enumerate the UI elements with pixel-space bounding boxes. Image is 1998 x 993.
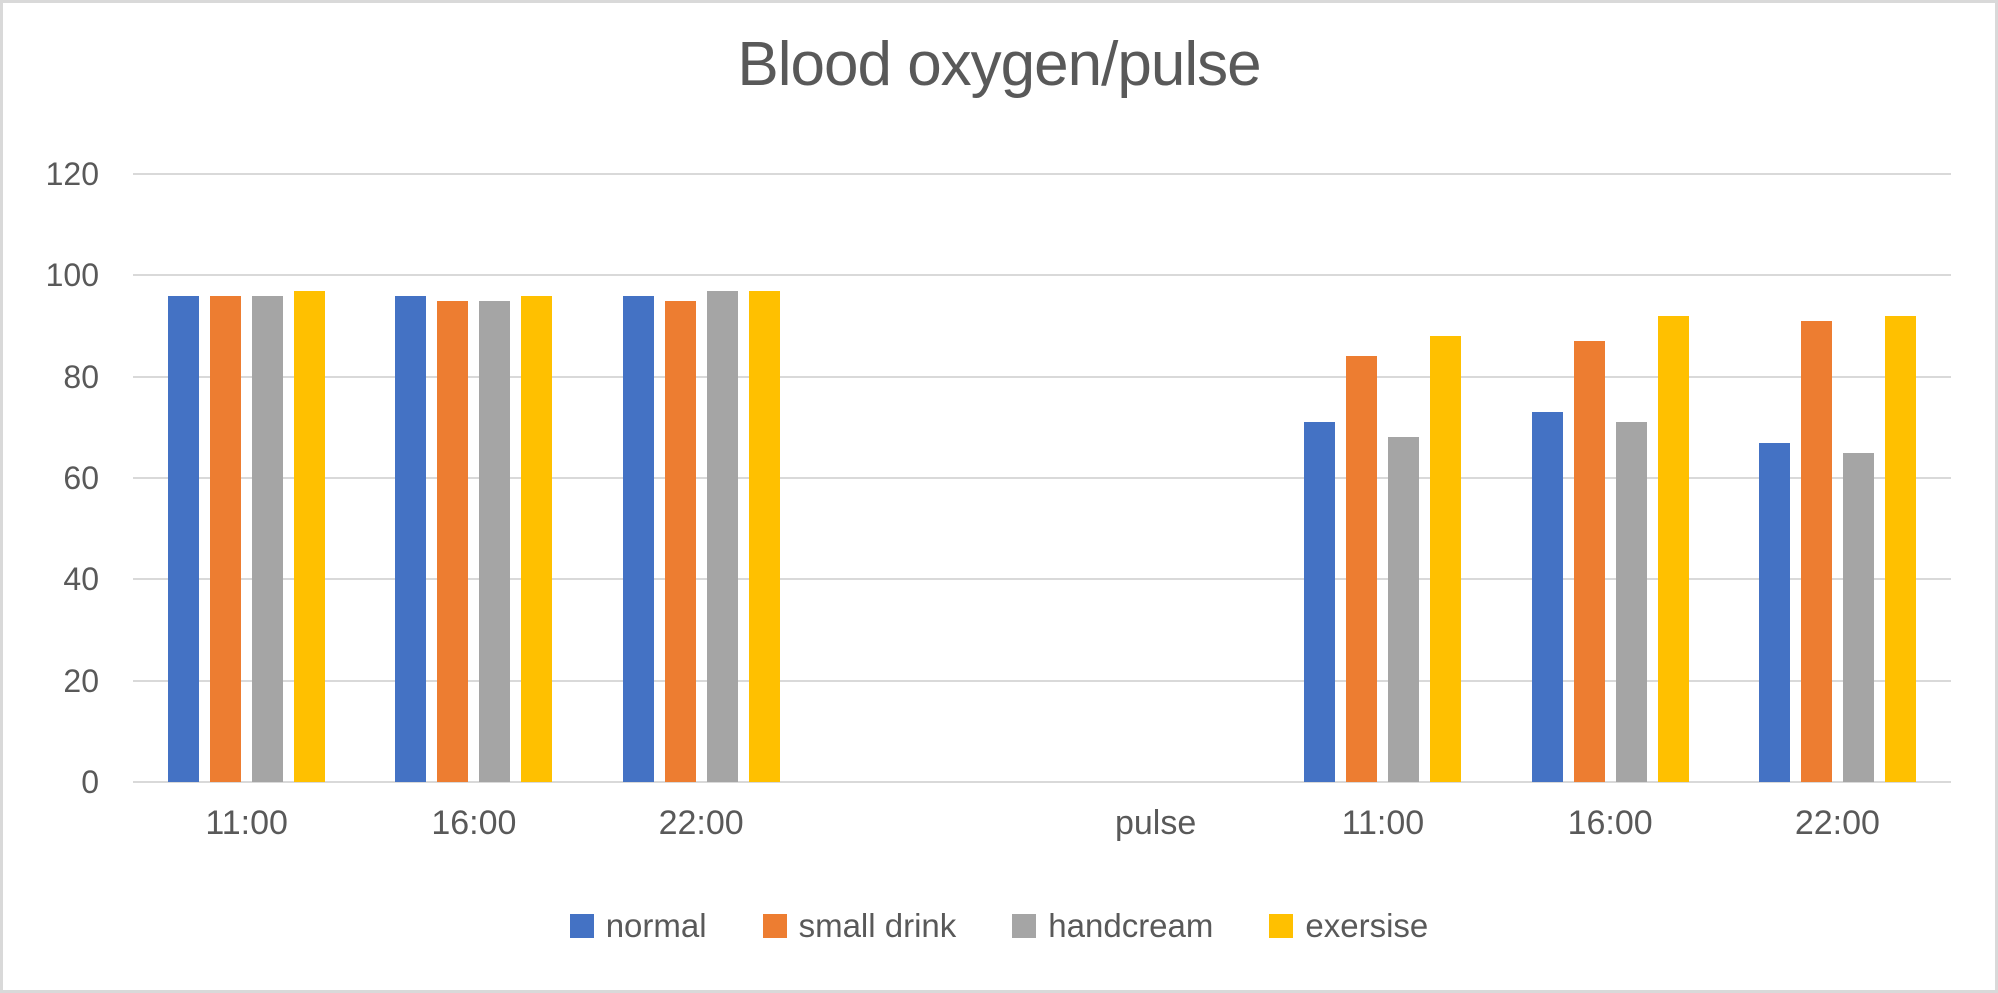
bar-exersise-5 xyxy=(1430,336,1462,782)
gridline-80 xyxy=(133,375,1951,378)
legend-swatch-icon xyxy=(1012,914,1037,938)
y-axis-labels: 0 20 40 60 80 100 120 xyxy=(3,157,99,799)
bar-small-drink-2 xyxy=(664,300,696,782)
bar-group-2200-7 xyxy=(1724,174,1951,782)
y-tick-label-40: 40 xyxy=(63,561,99,598)
bar-handcream-2 xyxy=(706,290,738,782)
gridline-120 xyxy=(133,173,1951,175)
bar-group-empty-3 xyxy=(815,174,1042,782)
bar-exersise-0 xyxy=(294,290,326,782)
bar-normal-2 xyxy=(622,295,654,782)
bar-group-1600-1 xyxy=(360,174,587,782)
legend: normal small drink handcream exersise xyxy=(3,906,1995,946)
bar-normal-6 xyxy=(1531,412,1563,782)
bar-exersise-7 xyxy=(1884,315,1916,782)
legend-label: small drink xyxy=(798,907,957,944)
bar-small-drink-0 xyxy=(210,295,242,782)
bar-handcream-5 xyxy=(1388,437,1420,782)
gridline-0 xyxy=(133,781,1951,783)
gridline-60 xyxy=(133,477,1951,479)
bar-group-pulse-4 xyxy=(1042,174,1269,782)
x-tick-label-1600-1: 16:00 xyxy=(431,804,517,842)
bar-small-drink-7 xyxy=(1800,320,1832,782)
bar-handcream-1 xyxy=(479,300,511,782)
plot-area xyxy=(133,173,1951,783)
bar-group-2200-2 xyxy=(588,174,815,782)
bar-handcream-0 xyxy=(252,295,284,782)
x-tick-label-1100-5: 11:00 xyxy=(1341,804,1425,842)
bar-groups xyxy=(133,174,1951,782)
x-tick-label-1600-6: 16:00 xyxy=(1567,804,1653,842)
bar-small-drink-1 xyxy=(437,300,469,782)
chart-title: Blood oxygen/pulse xyxy=(737,30,1261,99)
y-tick-label-20: 20 xyxy=(63,662,99,699)
x-tick-label-1100-0: 11:00 xyxy=(205,804,288,842)
bar-normal-7 xyxy=(1758,442,1790,782)
legend-swatch-icon xyxy=(1269,914,1294,938)
x-tick-label-empty-3 xyxy=(815,803,1042,843)
bar-exersise-6 xyxy=(1657,315,1689,782)
bar-group-1100-5 xyxy=(1269,174,1496,782)
gridline-40 xyxy=(133,578,1951,581)
bar-normal-5 xyxy=(1304,422,1336,782)
bar-normal-1 xyxy=(395,295,427,782)
y-tick-label-0: 0 xyxy=(81,764,99,800)
bar-normal-0 xyxy=(168,295,200,782)
legend-swatch-icon xyxy=(762,914,787,938)
bar-group-1600-6 xyxy=(1497,174,1724,782)
x-tick-label-2200-7: 22:00 xyxy=(1794,804,1880,842)
bar-small-drink-6 xyxy=(1573,341,1605,782)
gridline-100 xyxy=(133,274,1951,277)
bar-handcream-6 xyxy=(1615,422,1647,782)
bar-group-1100-0 xyxy=(133,174,360,782)
legend-item-small-drink: small drink xyxy=(762,906,957,946)
legend-item-handcream: handcream xyxy=(1012,906,1213,946)
legend-label: normal xyxy=(605,907,707,944)
gridline-20 xyxy=(133,679,1951,682)
legend-label: exersise xyxy=(1305,907,1429,944)
x-axis-labels: 11:00 16:00 22:00 pulse 11:00 16:00 22:00 xyxy=(133,803,1951,843)
bar-exersise-1 xyxy=(521,295,553,782)
y-tick-label-60: 60 xyxy=(63,460,99,496)
y-tick-label-120: 120 xyxy=(45,156,99,192)
legend-item-normal: normal xyxy=(569,906,707,946)
bar-small-drink-5 xyxy=(1346,356,1378,782)
y-tick-label-80: 80 xyxy=(63,358,99,395)
x-tick-label-pulse-4: pulse xyxy=(1114,804,1197,842)
legend-item-exersise: exersise xyxy=(1269,906,1428,946)
y-tick-label-100: 100 xyxy=(45,257,99,294)
x-tick-label-2200-2: 22:00 xyxy=(658,804,744,842)
legend-swatch-icon xyxy=(569,914,594,938)
bar-exersise-2 xyxy=(748,290,780,782)
bar-handcream-7 xyxy=(1842,452,1874,782)
legend-label: handcream xyxy=(1048,907,1214,944)
